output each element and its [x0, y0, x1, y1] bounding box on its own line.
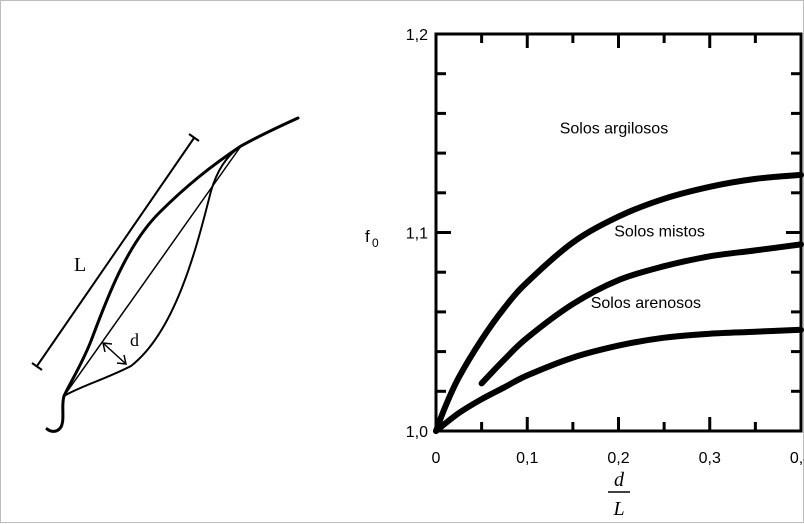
series-label: Solos mistos — [614, 223, 705, 240]
dimension-tick-L-start — [31, 362, 43, 371]
x-tick-label: 0,2 — [607, 450, 629, 467]
x-axis-label-denominator: L — [612, 498, 624, 520]
series-lines: Solos argilosos Solos mistos Solos arenoso… — [433, 120, 804, 434]
x-axis-label-numerator: d — [614, 469, 625, 491]
x-tick-label: 0,1 — [516, 450, 538, 467]
arrowhead-d-start — [102, 342, 113, 353]
y-tick-labels: 1,0 1,1 1,2 — [406, 27, 428, 441]
series-line — [433, 171, 804, 434]
sketch-upper-curve — [62, 116, 300, 398]
series-label: Solos argilosos — [560, 120, 669, 137]
sketch-lower-curve — [63, 145, 242, 397]
dimension-tick-L-end — [188, 133, 200, 142]
dimension-line-d — [102, 342, 127, 365]
series-line — [478, 241, 804, 387]
label-d: d — [130, 330, 139, 350]
y-tick-label: 1,2 — [406, 27, 428, 44]
x-tick-label: 0,4 — [790, 450, 804, 467]
y-axis-label: f — [365, 227, 370, 246]
y-tick-label: 1,0 — [406, 424, 428, 441]
x-tick-label: 0 — [432, 450, 441, 467]
sketch-chord — [63, 145, 242, 397]
y-tick-label: 1,1 — [406, 226, 428, 243]
sketch-stem — [45, 394, 66, 433]
chart-area: Solos argilosos Solos mistos Solos arenoso… — [365, 27, 804, 520]
series-line — [433, 326, 804, 434]
y-axis-label-subscript: 0 — [372, 236, 379, 250]
series-label: Solos arenosos — [591, 295, 701, 312]
tick-marks — [436, 34, 801, 431]
x-tick-label: 0,3 — [699, 450, 721, 467]
sketch-diagram: L d — [31, 116, 300, 433]
arrowhead-d-end — [116, 354, 127, 365]
label-L: L — [74, 254, 86, 276]
x-tick-labels: 0 0,1 0,2 0,3 0,4 — [432, 450, 804, 467]
dimension-line-L — [36, 137, 195, 367]
